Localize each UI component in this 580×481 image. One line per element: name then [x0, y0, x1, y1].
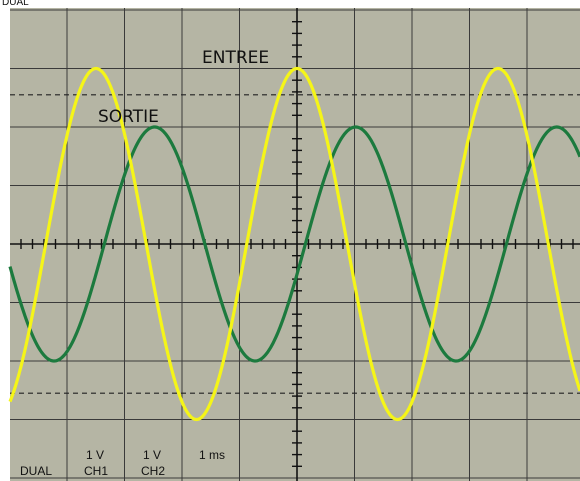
mode-readout: DUAL — [20, 464, 52, 478]
graticule-grid — [10, 8, 580, 481]
signal-traces — [8, 66, 580, 422]
output-signal-trace — [8, 125, 580, 363]
input-wave-label: ENTREE — [202, 48, 269, 68]
timebase-readout: 1 ms — [199, 448, 225, 462]
ch1-name-readout: CH1 — [84, 464, 108, 478]
output-wave-label: SORTIE — [98, 107, 159, 127]
ch2-name-readout: CH2 — [141, 464, 165, 478]
input-signal-trace — [8, 66, 580, 422]
header-fragment: DUAL — [2, 0, 29, 8]
ch2-scale-readout: 1 V — [143, 448, 161, 462]
ch1-scale-readout: 1 V — [86, 448, 104, 462]
